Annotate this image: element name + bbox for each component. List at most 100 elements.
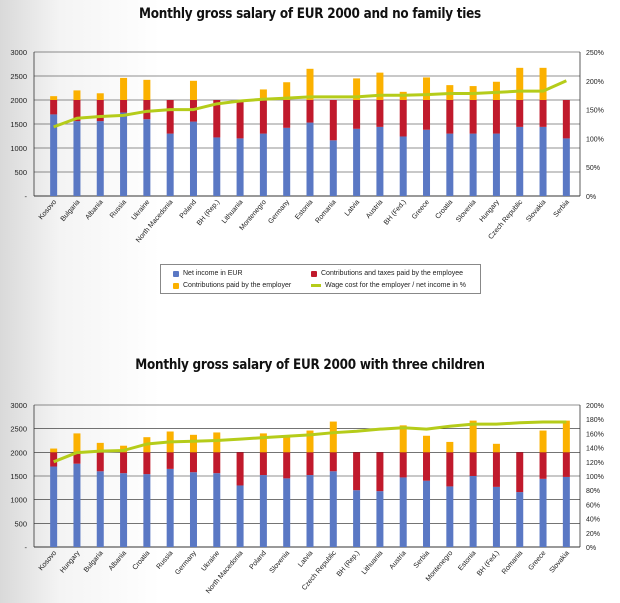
chart-2-title: Monthly gross salary of EUR 2000 with th…: [135, 357, 485, 373]
chart-2-x-tick-croatia: Croatia: [132, 550, 152, 572]
chart-1-y-tick-label: 1500: [10, 120, 27, 129]
chart-2-bar-contributions-paid-by-th-kosovo: [50, 448, 58, 453]
chart-2-bar-net-income-in-eur-bulgaria: [96, 471, 104, 547]
chart-1-x-tick-bh-rep: BH (Rep.): [196, 199, 221, 227]
chart-2-bar-contributions-and-taxes--poland: [259, 452, 267, 476]
chart-1-bar-contributions-and-taxes--serbia: [562, 100, 570, 139]
chart-2-bar-contributions-and-taxes--slovakia: [562, 452, 570, 477]
chart-1-bar-contributions-and-taxes--hungary: [492, 100, 500, 134]
chart-2-bar-net-income-in-eur-romania: [516, 492, 524, 547]
chart-1-bar-net-income-in-eur-hungary: [492, 133, 500, 196]
chart-1-bar-net-income-in-eur-ukraine: [143, 119, 151, 196]
chart-1-y-tick-label: 2500: [10, 72, 27, 81]
chart-1-bar-contributions-and-taxes--germany: [283, 100, 291, 128]
chart-2-x-tick-estonia: Estonia: [457, 550, 477, 572]
chart-2-bar-contributions-and-taxes--lithuania: [376, 452, 384, 492]
chart-1-bar-contributions-and-taxes--kosovo: [50, 100, 58, 115]
chart-1-bar-contributions-paid-by-th-kosovo: [50, 96, 58, 100]
chart-1-bar-net-income-in-eur-czech-republic: [516, 126, 524, 196]
chart-2-bar-net-income-in-eur-kosovo: [50, 466, 58, 547]
chart-1-x-tick-slovenia: Slovenia: [455, 199, 478, 224]
chart-2-y2-tick-label: 180%: [586, 417, 604, 424]
chart-1-x-tick-russia: Russia: [109, 199, 128, 220]
chart-1-bar-contributions-paid-by-th-albania: [96, 93, 104, 100]
chart-2-bar-net-income-in-eur-estonia: [469, 476, 477, 547]
chart-2-y2-tick-label: 80%: [586, 488, 600, 495]
chart-2-y2-tick-label: 0%: [586, 545, 596, 552]
chart-2-bar-contributions-and-taxes--serbia: [423, 452, 431, 481]
chart-1-bar-net-income-in-eur-germany: [283, 127, 291, 196]
chart-2-bar-contributions-paid-by-th-serbia: [423, 435, 431, 453]
chart-1-bar-contributions-paid-by-th-germany: [283, 82, 291, 100]
chart-2-y2-tick-label: 140%: [586, 446, 604, 453]
chart-2-y-tick-label: 1000: [10, 496, 27, 505]
chart-2-bar-net-income-in-eur-bh-fed: [492, 486, 500, 547]
chart-2-x-tick-lithuania: Lithuania: [361, 550, 385, 576]
chart-2-y2-tick-label: 160%: [586, 431, 604, 438]
chart-1-x-tick-germany: Germany: [267, 198, 291, 225]
chart-1-bar-net-income-in-eur-slovenia: [469, 133, 477, 196]
chart-2-bar-net-income-in-eur-greece: [539, 478, 547, 547]
chart-1-y2-tick-label: 50%: [586, 165, 600, 172]
chart-2-bar-net-income-in-eur-hungary: [73, 463, 81, 547]
chart-1-bar-contributions-and-taxes--russia: [120, 100, 128, 113]
chart-1-y2-tick-label: 150%: [586, 108, 604, 115]
chart-2-bar-contributions-paid-by-th-greece: [539, 430, 547, 453]
chart-2-bar-contributions-paid-by-th-czech-republic: [329, 421, 337, 453]
chart-1-bar-contributions-and-taxes--north-macedonia: [166, 100, 174, 134]
chart-2-bar-contributions-paid-by-th-slovenia: [283, 437, 291, 453]
chart-2-bar-net-income-in-eur-germany: [189, 472, 197, 547]
chart-2-bar-contributions-and-taxes--croatia: [143, 452, 151, 475]
chart-1-bar-contributions-and-taxes--latvia: [353, 100, 361, 129]
chart-1-bar-contributions-paid-by-th-ukraine: [143, 79, 151, 100]
chart-2-bar-contributions-and-taxes--kosovo: [50, 452, 58, 467]
chart-1-bar-contributions-and-taxes--bh-fed: [399, 100, 407, 137]
chart-1-bar-net-income-in-eur-latvia: [353, 128, 361, 196]
chart-2-y-tick-label: 3000: [10, 401, 27, 410]
legend-item-wage-line: Wage cost for the employer / net income …: [311, 282, 466, 289]
chart-1-bar-net-income-in-eur-bh-rep: [213, 137, 221, 196]
legend-swatch-wage-line: [311, 284, 321, 287]
chart-2-bar-contributions-paid-by-th-bulgaria: [96, 442, 104, 453]
chart-1-bar-contributions-and-taxes--albania: [96, 100, 104, 122]
chart-2-bar-contributions-and-taxes--latvia: [306, 452, 314, 476]
chart-2-bar-contributions-paid-by-th-slovakia: [562, 420, 570, 453]
chart-2-bar-net-income-in-eur-bh-rep: [353, 490, 361, 547]
chart-2-x-tick-ukraine: Ukraine: [200, 550, 221, 573]
chart-1-bar-contributions-and-taxes--bh-rep: [213, 100, 221, 138]
chart-2-y2-tick-label: 100%: [586, 474, 604, 481]
chart-2-bar-contributions-paid-by-th-austria: [399, 425, 407, 453]
chart-1-bar-contributions-and-taxes--montenegro: [259, 100, 267, 134]
chart-1-bar-net-income-in-eur-north-macedonia: [166, 133, 174, 196]
chart-2-y2-tick-label: 60%: [586, 502, 600, 509]
chart-1-y-tick-label: 2000: [10, 96, 27, 105]
chart-1-bar-contributions-and-taxes--lithuania: [236, 100, 244, 139]
legend: Net income in EUR Contributions and taxe…: [160, 264, 481, 294]
chart-2-bar-net-income-in-eur-latvia: [306, 475, 314, 547]
chart-1-bar-contributions-and-taxes--austria: [376, 100, 384, 127]
legend-swatch-net-income: [173, 270, 179, 277]
chart-1-bar-contributions-and-taxes--slovakia: [539, 100, 547, 127]
chart-2-x-tick-austria: Austria: [388, 550, 407, 571]
chart-2-y2-tick-label: 20%: [586, 531, 600, 538]
chart-1-bar-contributions-paid-by-th-greece: [423, 77, 431, 100]
chart-2-bar-contributions-paid-by-th-montenegro: [446, 441, 454, 453]
chart-2-bar-net-income-in-eur-north-macedonia: [236, 485, 244, 547]
chart-1-y-tick-label: 500: [14, 168, 27, 177]
chart-1-bar-net-income-in-eur-poland: [189, 121, 197, 196]
chart-1-y2-tick-label: 200%: [586, 79, 604, 86]
chart-1-title: Monthly gross salary of EUR 2000 and no …: [139, 6, 481, 22]
chart-1-y2-tick-label: 0%: [586, 194, 596, 201]
chart-1-x-tick-serbia: Serbia: [553, 199, 571, 219]
legend-label-net-income: Net income in EUR: [183, 270, 243, 277]
chart-2-y2-tick-label: 200%: [586, 403, 604, 410]
chart-1-bar-net-income-in-eur-bulgaria: [73, 121, 81, 196]
chart-2-x-tick-slovakia: Slovakia: [549, 550, 571, 575]
chart-1-bar-contributions-and-taxes--ukraine: [143, 100, 151, 120]
chart-1-bar-contributions-and-taxes--croatia: [446, 100, 454, 134]
chart-2-bar-contributions-paid-by-th-bh-fed: [492, 443, 500, 453]
chart-2-bar-contributions-and-taxes--bh-fed: [492, 452, 500, 487]
chart-1-bar-contributions-and-taxes--greece: [423, 100, 431, 130]
legend-label-wage-line: Wage cost for the employer / net income …: [325, 282, 466, 289]
